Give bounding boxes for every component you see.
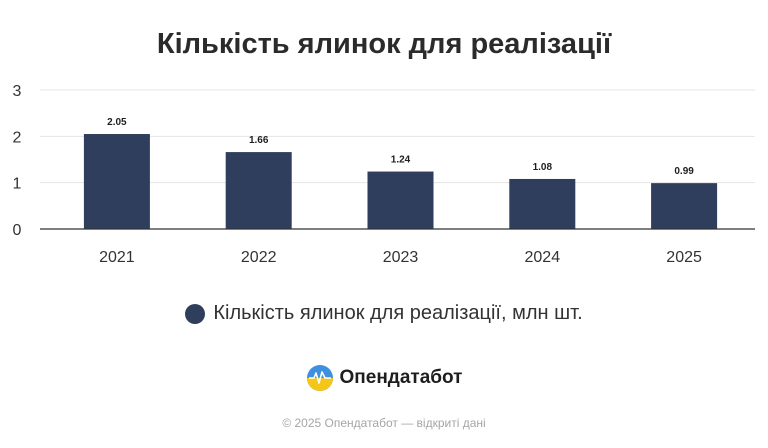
data-label: 1.24 bbox=[391, 155, 411, 166]
x-tick-label: 2021 bbox=[99, 249, 135, 266]
bar-2022 bbox=[225, 152, 292, 229]
data-label: 2.05 bbox=[107, 117, 127, 128]
footer-text: © 2025 Опендатабот — відкриті дані bbox=[282, 416, 486, 430]
x-tick-label: 2025 bbox=[666, 249, 702, 266]
bars bbox=[83, 134, 718, 229]
data-label: 1.66 bbox=[249, 135, 269, 146]
x-tick-label: 2022 bbox=[241, 249, 277, 266]
y-tick-label: 1 bbox=[13, 176, 22, 193]
bar-2021 bbox=[83, 134, 150, 229]
legend-marker bbox=[185, 303, 206, 324]
y-axis-ticks: 0 1 2 3 bbox=[13, 83, 22, 239]
chart-legend: Кількість ялинок для реалізації, млн шт. bbox=[0, 302, 768, 325]
bar-2025 bbox=[651, 183, 718, 229]
brand-block: Опендатабот bbox=[0, 364, 768, 392]
y-tick-label: 2 bbox=[13, 129, 22, 146]
bar-2023 bbox=[367, 171, 434, 229]
x-tick-label: 2023 bbox=[383, 249, 419, 266]
y-tick-label: 3 bbox=[13, 83, 22, 100]
data-label: 0.99 bbox=[674, 166, 694, 177]
legend-label: Кількість ялинок для реалізації, млн шт. bbox=[213, 302, 583, 324]
brand-name: Опендатабот bbox=[339, 367, 463, 388]
bar-2024 bbox=[509, 178, 576, 229]
data-labels: 2.05 1.66 1.24 1.08 0.99 bbox=[107, 117, 694, 177]
x-axis-ticks: 2021 2022 2023 2024 2025 bbox=[99, 249, 702, 266]
opendatabot-logo-icon bbox=[306, 365, 333, 391]
x-tick-label: 2024 bbox=[525, 249, 561, 266]
chart-title: Кількість ялинок для реалізації bbox=[156, 28, 612, 60]
data-label: 1.08 bbox=[533, 162, 553, 173]
y-tick-label: 0 bbox=[13, 222, 22, 239]
